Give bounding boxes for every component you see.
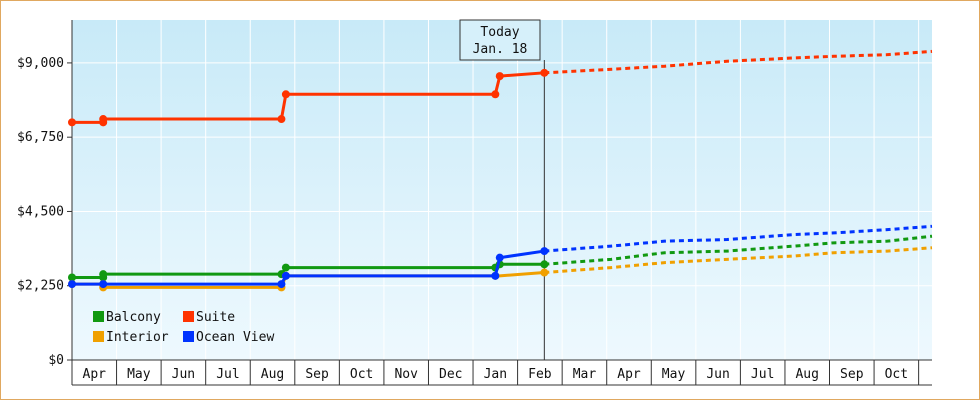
legend-label: Balcony bbox=[106, 310, 161, 325]
data-point bbox=[68, 280, 76, 289]
y-tick-label: $4,500 bbox=[17, 204, 64, 219]
today-date: Jan. 18 bbox=[473, 42, 528, 57]
x-tick-label: Jan bbox=[484, 367, 507, 382]
x-tick-label: Aug bbox=[261, 367, 284, 382]
x-tick-label: Apr bbox=[83, 367, 107, 382]
series-forecast-interior bbox=[544, 246, 933, 275]
data-point bbox=[99, 280, 108, 289]
today-box bbox=[459, 19, 541, 61]
legend-label: Interior bbox=[106, 330, 169, 345]
x-tick-label: Aug bbox=[795, 367, 818, 382]
x-tick-label: Oct bbox=[885, 367, 908, 382]
data-point bbox=[495, 253, 504, 262]
x-tick-label: Mar bbox=[573, 367, 597, 382]
y-tick-label: $0 bbox=[48, 353, 64, 368]
y-tick-label: $9,000 bbox=[17, 56, 64, 71]
x-tick-label: Feb bbox=[528, 367, 552, 382]
x-tick-label: Sep bbox=[840, 367, 864, 382]
data-point bbox=[99, 270, 108, 279]
data-point bbox=[68, 118, 76, 127]
plot-area bbox=[72, 20, 932, 360]
x-tick-label: May bbox=[662, 367, 686, 382]
x-tick-label: Oct bbox=[350, 367, 373, 382]
series bbox=[68, 49, 933, 360]
data-point bbox=[68, 273, 76, 282]
legend-label: Suite bbox=[196, 310, 235, 325]
data-point bbox=[491, 271, 500, 280]
axes: $0 $2,250 $4,500 $6,750 $9,000 Apr May Jun Jul Au… bbox=[17, 20, 932, 386]
grid bbox=[72, 20, 932, 360]
x-tick-label: Dec bbox=[439, 367, 462, 382]
legend-swatch bbox=[183, 331, 194, 342]
legend: Balcony Suite Interior Ocean View bbox=[93, 310, 274, 345]
x-tick-label: May bbox=[127, 367, 151, 382]
series-forecast-balcony bbox=[544, 234, 933, 266]
data-point bbox=[540, 260, 549, 269]
x-tick-label: Apr bbox=[617, 367, 641, 382]
data-point bbox=[540, 247, 549, 256]
x-tick-label: Jul bbox=[216, 367, 239, 382]
x-tick-label: Jun bbox=[172, 367, 195, 382]
x-tick-label: Sep bbox=[305, 367, 329, 382]
data-point bbox=[540, 268, 549, 277]
data-point bbox=[491, 90, 500, 99]
y-tick-label: $6,750 bbox=[17, 130, 64, 145]
x-tick-label: Jul bbox=[751, 367, 774, 382]
data-point bbox=[277, 280, 286, 289]
data-point bbox=[277, 115, 286, 124]
legend-swatch bbox=[93, 331, 104, 342]
legend-swatch bbox=[183, 311, 194, 322]
legend-swatch bbox=[93, 311, 104, 322]
data-point bbox=[281, 90, 290, 99]
data-point bbox=[99, 115, 108, 124]
series-forecast-ocean-view bbox=[544, 224, 933, 253]
data-point bbox=[281, 263, 290, 272]
data-point bbox=[495, 72, 504, 81]
y-tick-label: $2,250 bbox=[17, 279, 64, 294]
today-title: Today bbox=[480, 25, 519, 40]
data-point bbox=[540, 68, 549, 77]
today-marker: Today Jan. 18 bbox=[459, 19, 541, 61]
x-tick-label: Jun bbox=[706, 367, 729, 382]
data-point bbox=[281, 271, 290, 280]
legend-label: Ocean View bbox=[196, 330, 274, 345]
series-forecast-suite bbox=[544, 49, 933, 75]
x-tick-label: Nov bbox=[394, 367, 418, 382]
